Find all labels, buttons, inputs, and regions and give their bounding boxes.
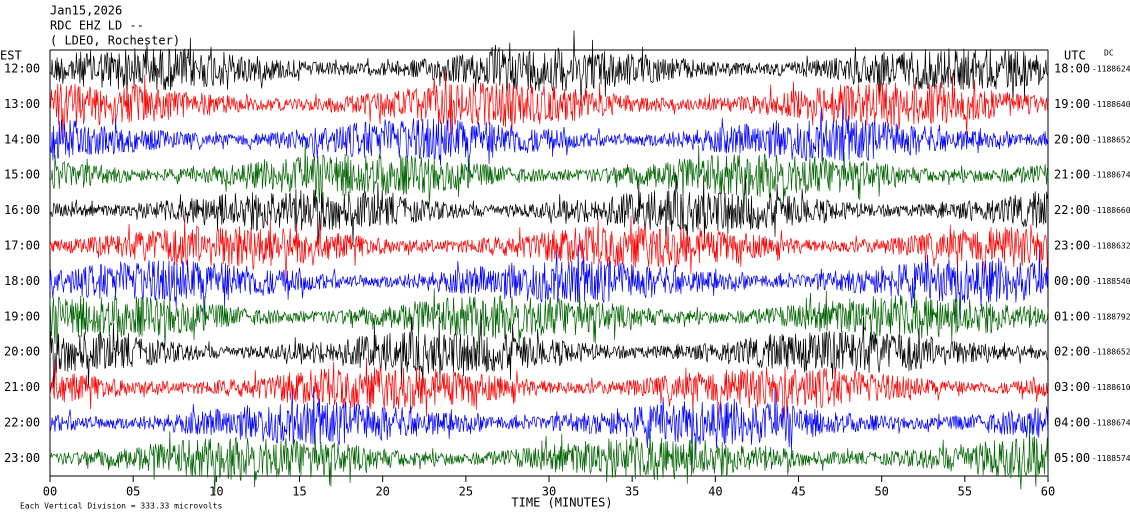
- utc-label: 18:00: [1054, 62, 1090, 76]
- trace: [49, 421, 1049, 496]
- x-tick-label: 55: [958, 485, 972, 499]
- station-title: ( LDEO, Rochester): [50, 34, 180, 48]
- utc-label: 23:00: [1054, 239, 1090, 253]
- dc-value: -1188540: [1092, 277, 1130, 286]
- trace: [49, 287, 1049, 355]
- channel-title: RDC EHZ LD --: [50, 19, 144, 33]
- dc-label: DC: [1104, 49, 1114, 58]
- dc-value: -1188610: [1092, 383, 1130, 392]
- est-label: 17:00: [4, 239, 40, 253]
- utc-label: 00:00: [1054, 274, 1090, 288]
- est-label: 13:00: [4, 97, 40, 111]
- trace: [49, 69, 1049, 140]
- dc-value: -1188792: [1092, 312, 1130, 321]
- x-tick-label: 05: [126, 485, 140, 499]
- utc-label: 22:00: [1054, 203, 1090, 217]
- est-label: 15:00: [4, 168, 40, 182]
- est-label: 12:00: [4, 62, 40, 76]
- trace: [49, 140, 1049, 214]
- dc-value: -1188674: [1092, 419, 1130, 428]
- x-tick-label: 50: [874, 485, 888, 499]
- est-label: 23:00: [4, 451, 40, 465]
- est-label: 22:00: [4, 416, 40, 430]
- x-axis-label: TIME (MINUTES): [511, 496, 612, 510]
- left-axis-label: EST: [0, 49, 22, 63]
- dc-value: -1188632: [1092, 242, 1130, 251]
- date-title: Jan15,2026: [50, 4, 122, 18]
- x-tick-label: 15: [292, 485, 306, 499]
- dc-value: -1188674: [1092, 171, 1130, 180]
- footer: Each Vertical Division = 333.33 microvol…: [20, 502, 222, 511]
- est-label: 20:00: [4, 345, 40, 359]
- x-tick-label: 60: [1041, 485, 1055, 499]
- est-label: 14:00: [4, 132, 40, 146]
- right-axis-label: UTC: [1064, 49, 1086, 63]
- trace: [49, 30, 1049, 107]
- utc-label: 03:00: [1054, 380, 1090, 394]
- x-tick-label: 35: [625, 485, 639, 499]
- dc-value: -1188652: [1092, 135, 1130, 144]
- x-tick-label: 40: [708, 485, 722, 499]
- est-label: 18:00: [4, 274, 40, 288]
- est-label: 21:00: [4, 380, 40, 394]
- x-tick-label: 25: [459, 485, 473, 499]
- trace: [49, 102, 1049, 173]
- traces: [49, 30, 1049, 496]
- trace: [49, 174, 1049, 248]
- est-label: 16:00: [4, 203, 40, 217]
- utc-label: 01:00: [1054, 309, 1090, 323]
- x-tick-label: 10: [209, 485, 223, 499]
- x-tick-label: 00: [43, 485, 57, 499]
- utc-label: 05:00: [1054, 451, 1090, 465]
- dc-value: -1188652: [1092, 348, 1130, 357]
- dc-value: -1188624: [1092, 65, 1130, 74]
- x-tick-label: 45: [791, 485, 805, 499]
- dc-value: -1188574: [1092, 454, 1130, 463]
- x-tick-label: 30: [542, 485, 556, 499]
- x-tick-label: 20: [375, 485, 389, 499]
- utc-label: 19:00: [1054, 97, 1090, 111]
- trace: [49, 215, 1049, 279]
- est-label: 19:00: [4, 309, 40, 323]
- utc-label: 20:00: [1054, 132, 1090, 146]
- trace: [49, 244, 1049, 319]
- utc-label: 04:00: [1054, 416, 1090, 430]
- trace: [49, 314, 1049, 389]
- dc-value: -1188640: [1092, 100, 1130, 109]
- dc-value: -1188660: [1092, 206, 1130, 215]
- trace: [49, 357, 1049, 419]
- utc-label: 21:00: [1054, 168, 1090, 182]
- trace: [49, 385, 1049, 460]
- utc-label: 02:00: [1054, 345, 1090, 359]
